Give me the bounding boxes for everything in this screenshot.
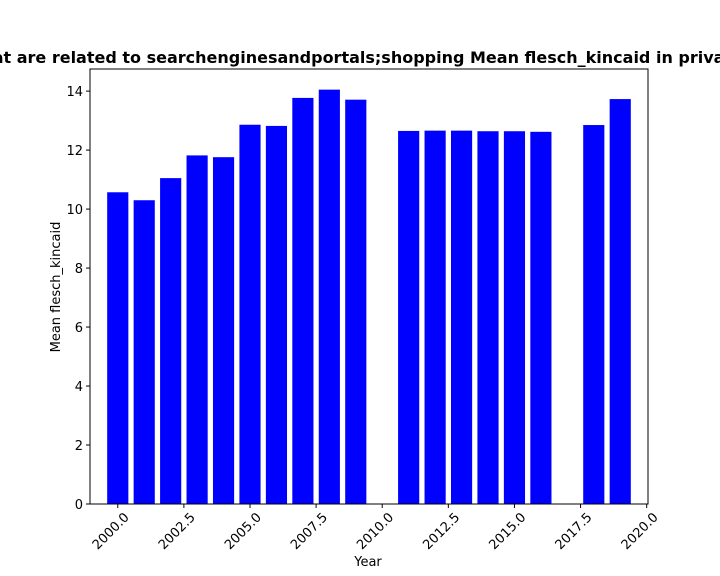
bar-2002 <box>160 178 182 504</box>
x-tick-label: 2000.0 <box>90 510 133 553</box>
y-tick-label: 6 <box>75 321 83 336</box>
bar-2011 <box>398 130 420 505</box>
bar-2016 <box>530 131 552 504</box>
bar-2019 <box>609 99 631 504</box>
bar-2015 <box>503 131 526 504</box>
y-axis-ticks: 0 2 4 6 8 10 12 14 <box>66 85 90 513</box>
bar-2000 <box>107 192 129 504</box>
bar-2014 <box>477 131 499 504</box>
bar-2003 <box>186 155 208 505</box>
x-axis-label: Year <box>353 555 382 570</box>
y-tick-label: 8 <box>75 262 83 277</box>
x-tick-label: 2015.0 <box>486 510 529 553</box>
y-tick-label: 10 <box>66 203 83 218</box>
y-tick-label: 14 <box>66 85 83 100</box>
x-tick-label: 2005.0 <box>222 510 265 553</box>
chart-title: Ratio of Websites that are related to se… <box>0 48 720 67</box>
y-tick-label: 0 <box>75 498 83 513</box>
bar-2007 <box>292 97 314 504</box>
y-axis-label: Mean flesch_kincaid <box>49 222 64 353</box>
y-tick-label: 4 <box>75 380 83 395</box>
x-axis-ticks: 2000.0 2002.5 2005.0 2007.5 2010.0 2012.5 2015… <box>90 504 662 553</box>
bars-group <box>107 89 631 505</box>
x-tick-label: 2012.5 <box>420 510 463 553</box>
x-tick-label: 2010.0 <box>354 510 397 553</box>
x-tick-label: 2017.5 <box>553 510 596 553</box>
y-tick-label: 2 <box>75 439 83 454</box>
y-tick-label: 12 <box>66 144 83 159</box>
x-tick-label: 2007.5 <box>288 510 331 553</box>
bar-2008 <box>318 89 340 504</box>
bar-2006 <box>265 125 288 505</box>
bar-2012 <box>424 130 446 505</box>
plot-frame <box>89 68 649 505</box>
x-tick-label: 2002.5 <box>156 510 199 553</box>
bar-2005 <box>239 124 261 504</box>
bar-2018 <box>583 125 605 504</box>
bar-2001 <box>133 200 155 504</box>
bar-2013 <box>450 130 473 505</box>
bar-2009 <box>345 99 367 504</box>
x-tick-label: 2020.0 <box>619 510 662 553</box>
bar-2004 <box>212 157 235 504</box>
